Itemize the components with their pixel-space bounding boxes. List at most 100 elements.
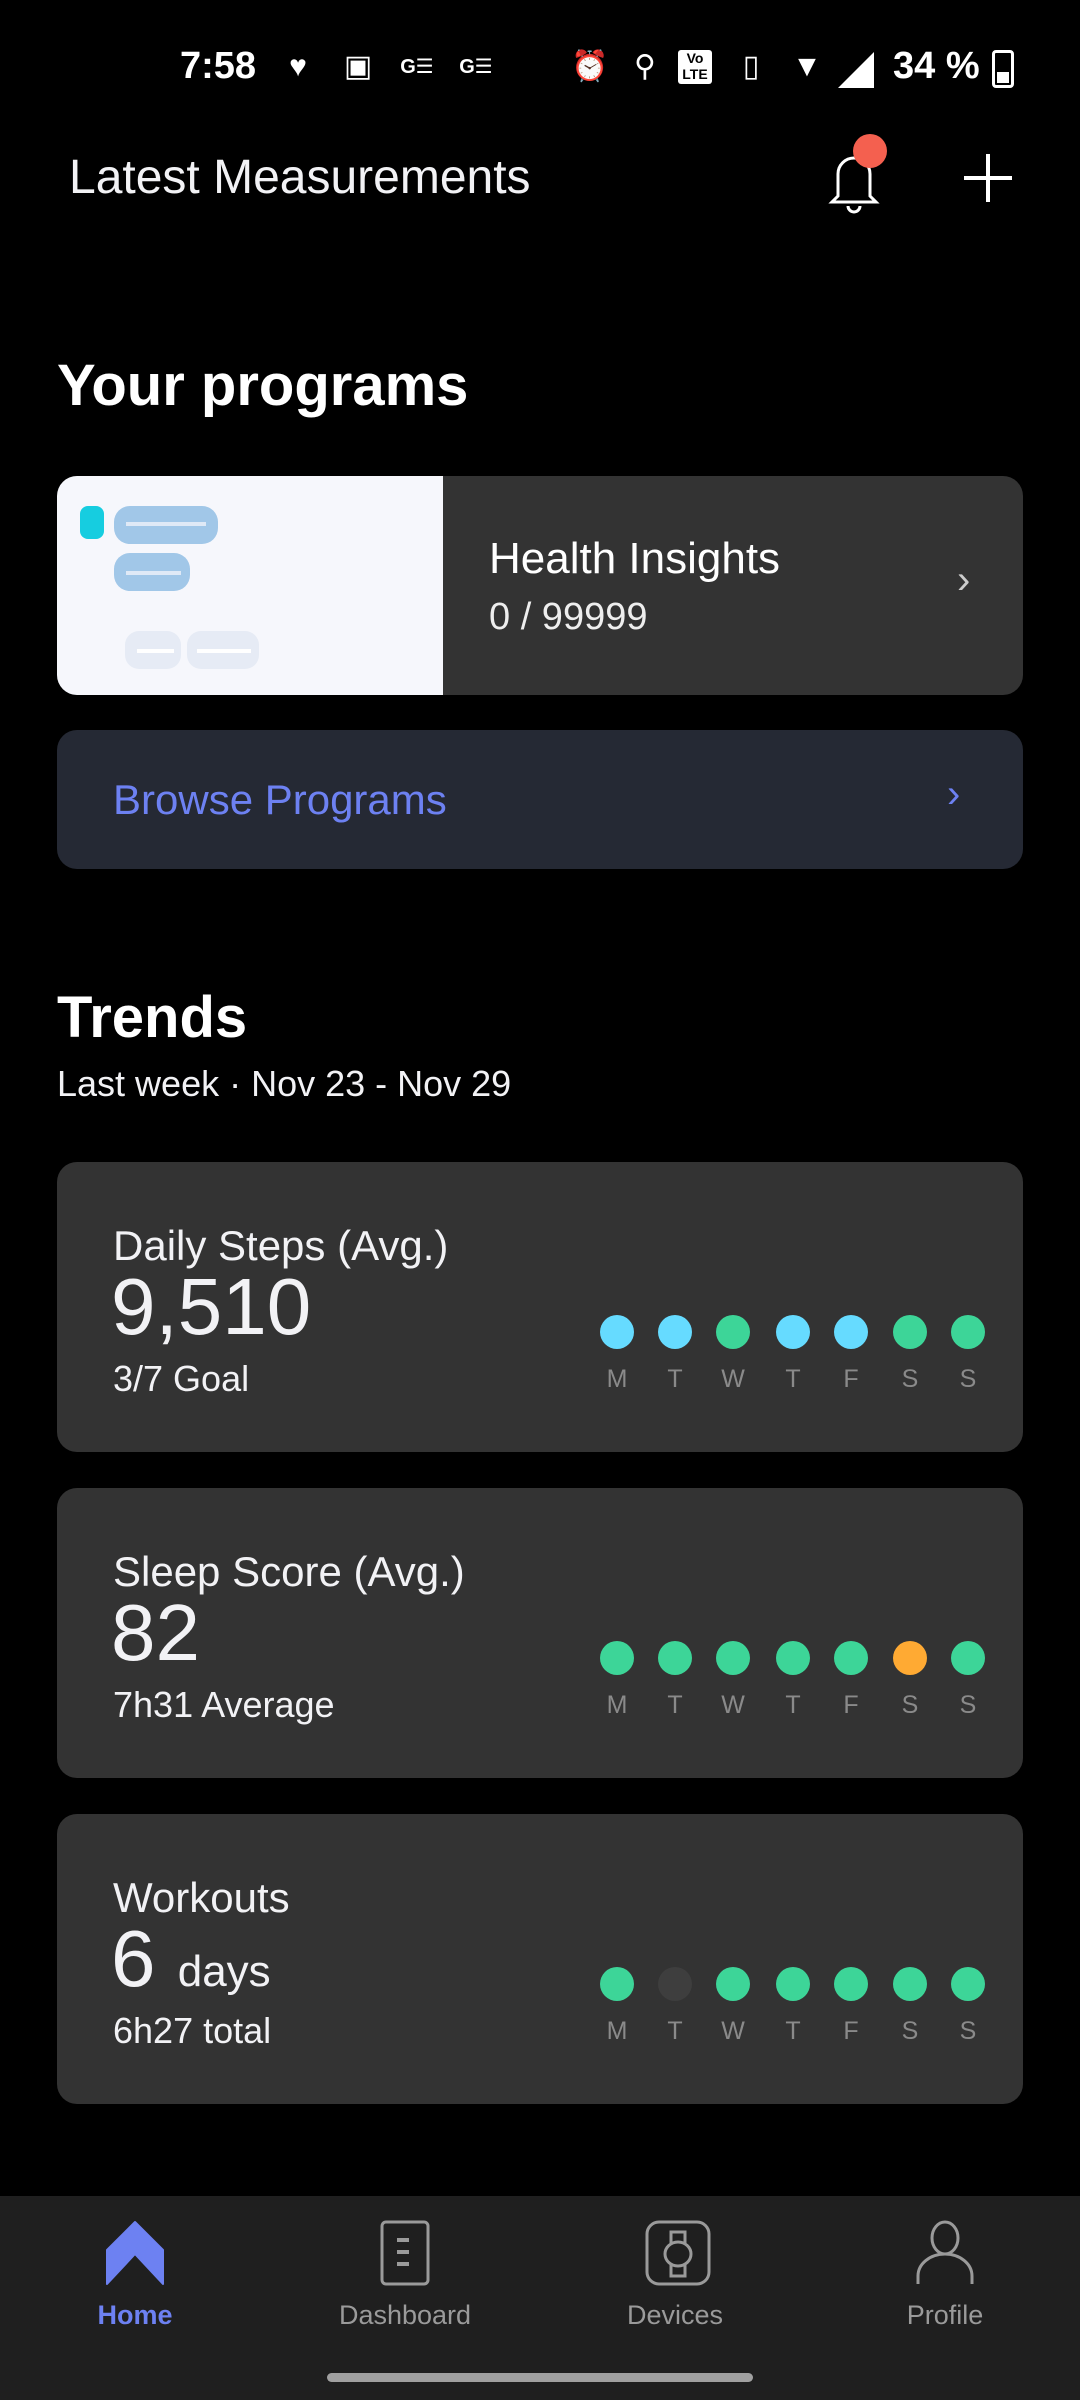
- day-status-dot: [776, 1315, 810, 1349]
- day-status-dot: [776, 1967, 810, 2001]
- nav-home[interactable]: Home: [0, 2196, 270, 2346]
- trend-value-unit: days: [177, 1947, 271, 1996]
- program-illustration: [57, 476, 443, 695]
- profile-icon: [916, 2220, 974, 2284]
- trends-subtitle: Last week · Nov 23 - Nov 29: [57, 1063, 512, 1104]
- day-label: T: [667, 1691, 683, 1719]
- day-label: S: [901, 2017, 919, 2045]
- day-status-dot: [658, 1641, 692, 1675]
- trend-card[interactable]: Sleep Score (Avg.) 82 7h31 Average M T W…: [57, 1488, 1023, 1778]
- day-status-dot: [716, 1315, 750, 1349]
- day-label: S: [901, 1691, 919, 1719]
- day-label: T: [667, 1365, 683, 1393]
- nav-home-label: Home: [97, 2300, 173, 2330]
- trend-title: Workouts: [113, 1874, 290, 1921]
- day-status-dot: [776, 1641, 810, 1675]
- chevron-right-icon: ›: [947, 772, 961, 816]
- trend-title: Sleep Score (Avg.): [113, 1548, 465, 1595]
- day-status-dot: [716, 1967, 750, 2001]
- day-status-dot: [893, 1641, 927, 1675]
- program-name: Health Insights: [489, 534, 781, 583]
- browse-programs-button[interactable]: Browse Programs ›: [57, 730, 1023, 869]
- day-status-dot: [951, 1641, 985, 1675]
- trend-value: 82: [111, 1588, 200, 1691]
- nav-dashboard[interactable]: Dashboard: [270, 2196, 540, 2346]
- home-indicator[interactable]: [327, 2373, 753, 2382]
- day-label: F: [843, 1365, 859, 1393]
- day-status-dot: [893, 1967, 927, 2001]
- day-status-dot: [951, 1967, 985, 2001]
- trend-value-number: 82: [111, 1588, 200, 1677]
- day-label: W: [721, 1691, 745, 1719]
- trend-subtext: 6h27 total: [113, 2010, 272, 2051]
- location-icon: ⚲: [634, 50, 656, 83]
- programs-title: Your programs: [57, 353, 469, 418]
- day-label: S: [901, 1365, 919, 1393]
- trend-value: 6 days: [111, 1914, 271, 2017]
- nav-dashboard-label: Dashboard: [338, 2300, 472, 2330]
- nav-devices-label: Devices: [626, 2300, 724, 2330]
- bottom-nav: Home Dashboard Devices Profile: [0, 2196, 1080, 2400]
- day-status-dot: [716, 1641, 750, 1675]
- battery-percent: 34 %: [893, 45, 980, 87]
- trend-subtext: 3/7 Goal: [113, 1358, 250, 1399]
- day-label: W: [721, 2017, 745, 2045]
- trend-card[interactable]: Workouts 6 days 6h27 total M T W T F S S: [57, 1814, 1023, 2104]
- day-status-dot: [658, 1315, 692, 1349]
- signal-icon: [838, 52, 874, 88]
- trend-card[interactable]: Daily Steps (Avg.) 9,510 3/7 Goal M T W …: [57, 1162, 1023, 1452]
- page-title: Latest Measurements: [69, 151, 531, 204]
- watch-icon: [645, 2220, 711, 2286]
- day-label: T: [785, 1691, 801, 1719]
- dashboard-icon: [380, 2220, 430, 2286]
- trend-title: Daily Steps (Avg.): [113, 1222, 449, 1269]
- nav-profile-label: Profile: [906, 2300, 984, 2330]
- day-label: T: [667, 2017, 683, 2045]
- day-status-dot: [951, 1315, 985, 1349]
- day-label: T: [785, 2017, 801, 2045]
- nav-devices[interactable]: Devices: [540, 2196, 810, 2346]
- trends-title: Trends: [57, 985, 248, 1050]
- battery-icon: [992, 50, 1014, 88]
- day-label: F: [843, 1691, 859, 1719]
- status-time: 7:58: [180, 45, 257, 87]
- vibrate-icon: ▯: [742, 50, 760, 83]
- add-icon[interactable]: [962, 152, 1014, 204]
- day-label: W: [721, 1365, 745, 1393]
- alarm-icon: ⏰: [571, 50, 609, 83]
- day-status-dot: [834, 1315, 868, 1349]
- trend-value-number: 6: [111, 1914, 156, 2003]
- day-status-dot: [834, 1967, 868, 2001]
- notification-badge: [853, 134, 887, 168]
- heart-icon: ♥: [289, 50, 307, 83]
- chevron-right-icon: ›: [957, 558, 971, 602]
- day-status-dot: [600, 1315, 634, 1349]
- day-label: F: [843, 2017, 859, 2045]
- news-icon: G☰: [400, 56, 434, 78]
- day-status-dot: [658, 1967, 692, 2001]
- day-label: M: [606, 2017, 628, 2045]
- program-progress: 0 / 99999: [489, 596, 648, 638]
- day-status-dot: [600, 1967, 634, 2001]
- day-label: M: [606, 1691, 628, 1719]
- day-status-dot: [834, 1641, 868, 1675]
- home-icon: [106, 2221, 164, 2285]
- day-status-dot: [600, 1641, 634, 1675]
- status-bar: 7:58 ♥ ▣ G☰ G☰ ⏰ ⚲ Vo LTE ▯ ▼ 34 %: [0, 0, 1080, 130]
- day-label: S: [959, 1691, 977, 1719]
- trend-value-number: 9,510: [111, 1262, 312, 1351]
- day-label: M: [606, 1365, 628, 1393]
- news-icon: G☰: [459, 56, 493, 78]
- trend-subtext: 7h31 Average: [113, 1684, 335, 1725]
- wifi-icon: ▼: [792, 50, 822, 83]
- volte-icon: Vo LTE: [678, 50, 712, 84]
- day-status-dot: [893, 1315, 927, 1349]
- day-label: S: [959, 2017, 977, 2045]
- nav-profile[interactable]: Profile: [810, 2196, 1080, 2346]
- image-icon: ▣: [343, 50, 373, 83]
- browse-programs-label: Browse Programs: [113, 776, 447, 823]
- day-label: S: [959, 1365, 977, 1393]
- program-card[interactable]: Health Insights 0 / 99999 ›: [57, 476, 1023, 695]
- day-label: T: [785, 1365, 801, 1393]
- trend-value: 9,510: [111, 1262, 311, 1365]
